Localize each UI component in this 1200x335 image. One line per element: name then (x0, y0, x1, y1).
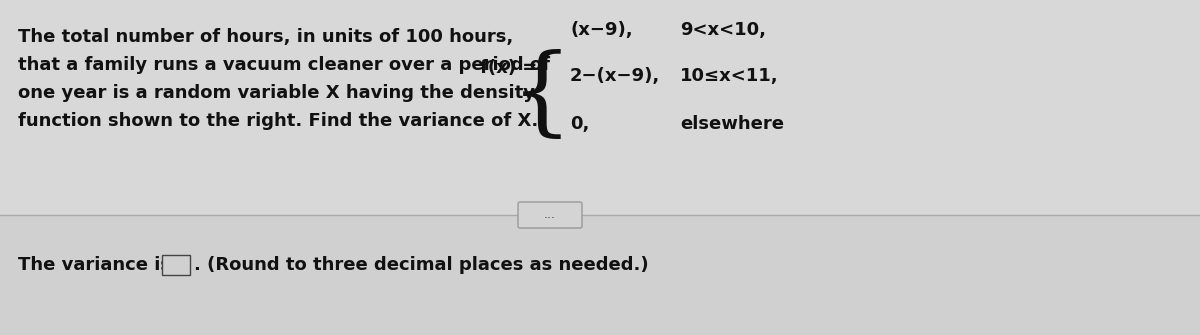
Text: ...: ... (544, 208, 556, 221)
Text: elsewhere: elsewhere (680, 115, 784, 133)
Text: 2−(x−9),: 2−(x−9), (570, 67, 660, 85)
Text: one year is a random variable X having the density: one year is a random variable X having t… (18, 84, 535, 102)
Text: The variance is: The variance is (18, 256, 172, 274)
Text: 10≤x<11,: 10≤x<11, (680, 67, 779, 85)
Text: {: { (511, 49, 572, 143)
Text: f(x) =: f(x) = (480, 59, 538, 77)
Bar (0, 0, 1200, 215)
FancyBboxPatch shape (162, 255, 190, 275)
Bar (0, 215, 1200, 335)
Text: (x−9),: (x−9), (570, 21, 632, 39)
Text: function shown to the right. Find the variance of X.: function shown to the right. Find the va… (18, 112, 539, 130)
FancyBboxPatch shape (518, 202, 582, 228)
Text: The total number of hours, in units of 100 hours,: The total number of hours, in units of 1… (18, 28, 514, 46)
Text: that a family runs a vacuum cleaner over a period of: that a family runs a vacuum cleaner over… (18, 56, 550, 74)
Text: . (Round to three decimal places as needed.): . (Round to three decimal places as need… (194, 256, 649, 274)
Text: 0,: 0, (570, 115, 589, 133)
Text: 9<x<10,: 9<x<10, (680, 21, 766, 39)
